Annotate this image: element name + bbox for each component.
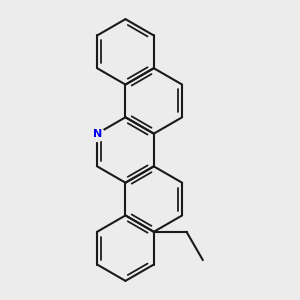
Text: N: N xyxy=(92,129,102,139)
